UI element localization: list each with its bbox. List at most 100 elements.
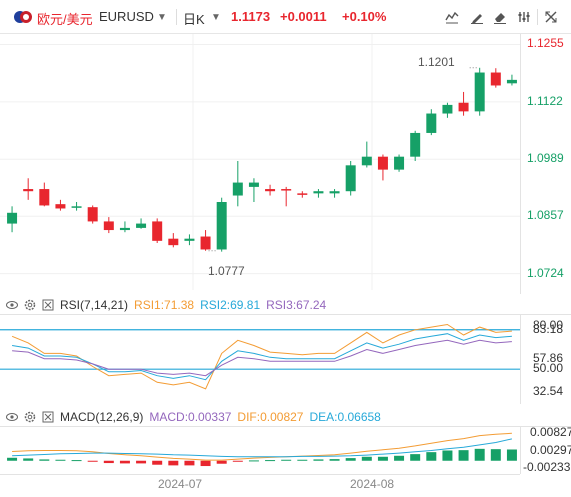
candle-body (71, 206, 82, 208)
macd-histogram-bar (200, 460, 211, 467)
rsi-axis-label: 57.86 (533, 350, 564, 365)
timeframe-selector[interactable]: 日K (183, 12, 205, 27)
macd-histogram-bar (87, 460, 98, 462)
candlestick-chart[interactable] (0, 34, 571, 294)
macd-histogram-bar (136, 460, 147, 464)
time-label-aug: 2024-08 (350, 477, 395, 491)
price-change-percent: +0.10% (342, 9, 387, 24)
rsi1-value: RSI1:71.38 (134, 298, 195, 312)
last-price: 1.1173 (231, 9, 271, 24)
candle-body (361, 156, 372, 166)
macd-histogram-bar (265, 460, 276, 462)
dif-line (12, 432, 512, 461)
macd-histogram-bar (394, 455, 405, 461)
symbol-code[interactable]: EURUSD (99, 9, 154, 24)
macd-axis-label: 0.00297 (530, 442, 571, 457)
candle-body (55, 204, 66, 209)
expand-icon (545, 11, 557, 23)
candle-body (506, 79, 517, 84)
macd-histogram-bar (345, 458, 356, 461)
price-axis-label: 1.1255 (527, 36, 564, 51)
macd-histogram-bar (23, 458, 34, 461)
macd-histogram-bar (458, 450, 469, 461)
candle-body (345, 165, 356, 192)
eye-icon[interactable] (6, 411, 18, 423)
candle-body (39, 189, 50, 206)
candle-body (152, 221, 163, 241)
candle-body (490, 72, 501, 86)
macd-histogram-bar (281, 459, 292, 461)
rsi-axis-label: 50.00 (533, 361, 564, 376)
candle-body (248, 182, 259, 187)
time-axis-line (0, 474, 520, 475)
macd-histogram-bar (119, 460, 130, 464)
draw-tool-button[interactable] (467, 8, 487, 26)
price-axis-label: 1.0857 (527, 208, 564, 223)
macd-histogram-bar (329, 459, 340, 461)
filter-settings-icon (518, 12, 530, 22)
price-axis-label: 1.0724 (527, 265, 564, 280)
candle-body (200, 236, 211, 250)
currency-flag-icon (14, 11, 32, 23)
candle-body (265, 189, 276, 192)
candle-body (7, 212, 18, 224)
high-price-label: 1.1201 (418, 55, 455, 69)
candle-body (410, 132, 421, 157)
candle-body (184, 238, 195, 241)
macd-histogram-bar (152, 460, 163, 465)
candle-body (377, 156, 388, 170)
macd-histogram-bar (71, 460, 82, 462)
macd-histogram-bar (377, 456, 388, 461)
candle-body (297, 193, 308, 195)
symbol-dropdown-icon[interactable]: ▼ (157, 12, 167, 23)
macd-chart[interactable] (0, 426, 571, 474)
price-axis-label: 1.1122 (527, 93, 563, 108)
low-price-label: 1.0777 (208, 264, 245, 278)
dea-value: DEA:0.06658 (309, 410, 381, 424)
candle-body (87, 207, 98, 222)
macd-histogram-bar (248, 460, 259, 462)
macd-histogram-bar (297, 459, 308, 461)
candle-body (329, 191, 340, 194)
fullscreen-button[interactable] (541, 8, 561, 26)
macd-histogram-bar (184, 460, 195, 466)
macd-histogram-bar (39, 459, 50, 461)
gear-icon[interactable] (24, 299, 36, 311)
macd-histogram-bar (474, 448, 485, 461)
macd-histogram-bar (313, 459, 324, 461)
macd-legend: MACD(12,26,9) MACD:0.00337 DIF:0.00827 D… (6, 408, 381, 426)
rsi-axis-label: 80.00 (533, 317, 564, 332)
candle-body (442, 104, 453, 114)
candle-body (103, 221, 114, 231)
pencil-icon (471, 14, 483, 24)
gear-icon[interactable] (24, 411, 36, 423)
eraser-button[interactable] (490, 8, 510, 26)
macd-histogram-bar (7, 457, 18, 461)
rsi-chart[interactable] (0, 314, 571, 404)
macd-histogram-bar (361, 456, 372, 461)
settings-button[interactable] (514, 8, 534, 26)
rsi-axis-label: 83.18 (533, 321, 564, 336)
candle-body (136, 223, 147, 228)
price-axis-label: 1.0989 (527, 151, 564, 166)
close-box-icon[interactable] (42, 299, 54, 311)
eye-icon[interactable] (6, 299, 18, 311)
candle-body (216, 202, 227, 250)
candle-body (394, 156, 405, 170)
symbol-name[interactable]: 欧元/美元 (37, 12, 93, 27)
timeframe-dropdown-icon[interactable]: ▼ (211, 12, 221, 23)
indicator-button[interactable] (442, 8, 462, 26)
close-box-icon[interactable] (42, 411, 54, 423)
candle-body (168, 238, 179, 246)
candle-body (232, 182, 243, 196)
macd-histogram-bar (506, 449, 517, 461)
rsi3-value: RSI3:67.24 (266, 298, 327, 312)
macd-histogram-bar (55, 459, 66, 461)
candle-body (426, 113, 437, 133)
candle-body (281, 189, 292, 191)
macd-axis-label: 0.00827 (530, 425, 571, 440)
rsi-legend: RSI(7,14,21) RSI1:71.38 RSI2:69.81 RSI3:… (6, 296, 326, 314)
macd-histogram-bar (490, 449, 501, 461)
macd-axis-label: -0.00233 (523, 460, 571, 475)
candle-body (474, 72, 485, 112)
